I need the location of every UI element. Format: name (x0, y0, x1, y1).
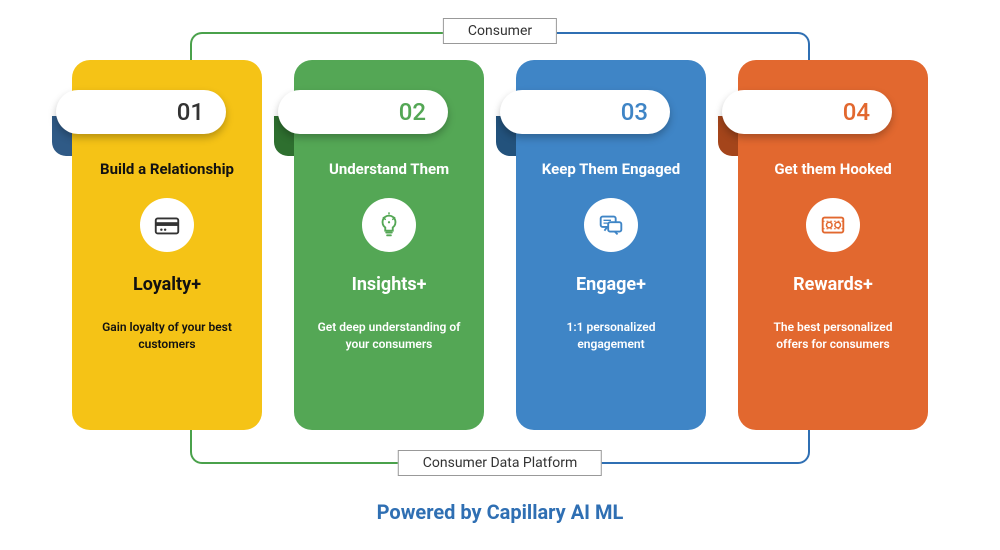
rewards-icon (806, 198, 860, 252)
card-heading: Build a Relationship (88, 160, 246, 178)
footer-tagline: Powered by Capillary AI ML (0, 500, 1000, 524)
card-desc: Gain loyalty of your best customers (88, 319, 246, 353)
card-title: Engage+ (532, 274, 690, 295)
card-number-tab: 04 (722, 90, 892, 134)
data-platform-label: Consumer Data Platform (398, 450, 602, 476)
card-desc: 1:1 personalized engagement (532, 319, 690, 353)
card-engage: 03 Keep Them Engaged Engage+ 1:1 persona… (516, 60, 706, 430)
card-number: 04 (843, 98, 870, 126)
loyalty-icon (140, 198, 194, 252)
card-desc: Get deep understanding of your consumers (310, 319, 468, 353)
card-loyalty: 01 Build a Relationship Loyalty+ Gain lo… (72, 60, 262, 430)
card-number: 01 (177, 98, 204, 126)
card-title: Insights+ (310, 274, 468, 295)
card-heading: Get them Hooked (754, 160, 912, 178)
card-insights: 02 Understand Them Insights+ Get deep un… (294, 60, 484, 430)
cards-row: 01 Build a Relationship Loyalty+ Gain lo… (0, 60, 1000, 430)
card-heading: Understand Them (310, 160, 468, 178)
consumer-label: Consumer (443, 18, 557, 44)
card-desc: The best personalized offers for consume… (754, 319, 912, 353)
engage-icon (584, 198, 638, 252)
card-number-tab: 03 (500, 90, 670, 134)
card-title: Rewards+ (754, 274, 912, 295)
card-number: 02 (399, 98, 426, 126)
card-heading: Keep Them Engaged (532, 160, 690, 178)
insights-icon (362, 198, 416, 252)
card-rewards: 04 Get them Hooked Rewards+ The best per… (738, 60, 928, 430)
card-number: 03 (621, 98, 648, 126)
card-number-tab: 02 (278, 90, 448, 134)
card-title: Loyalty+ (88, 274, 246, 295)
card-number-tab: 01 (56, 90, 226, 134)
